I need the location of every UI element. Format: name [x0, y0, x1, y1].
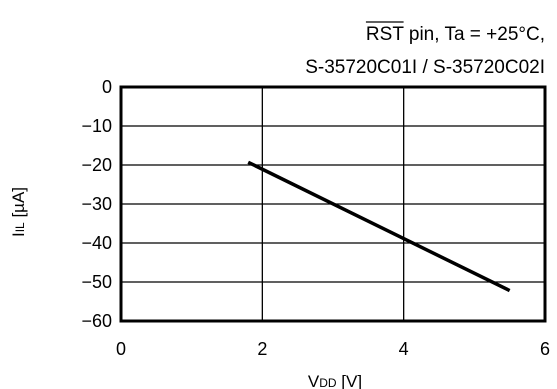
- y-tick-label: 0: [102, 77, 112, 97]
- chart-title-line1: RST pin, Ta = +25°C,: [366, 24, 545, 45]
- y-tick-labels: 0 −10 −20 −30 −40 −50 −60: [81, 77, 112, 331]
- series-group: [247, 160, 511, 293]
- title-signal: RST: [366, 24, 404, 45]
- y-tick-label: −20: [81, 155, 112, 175]
- plot-frame: [119, 85, 547, 323]
- chart-title-line2: S-35720C01I / S-35720C02I: [305, 57, 545, 78]
- y-tick-label: −40: [81, 233, 112, 253]
- x-tick-label: 2: [257, 339, 267, 359]
- y-axis-label-unit: [µA]: [9, 187, 28, 222]
- y-axis-label: IIL [µA]: [9, 187, 28, 237]
- y-axis-label-sub: IL: [13, 222, 27, 232]
- title-line1-rest: pin, Ta = +25°C,: [404, 24, 545, 45]
- y-tick-label: −30: [81, 194, 112, 214]
- x-axis-label: VDD [V]: [308, 372, 362, 389]
- y-axis-label-main: I: [9, 232, 28, 237]
- y-tick-label: −10: [81, 116, 112, 136]
- x-tick-label: 0: [116, 339, 126, 359]
- y-tick-label: −50: [81, 272, 112, 292]
- x-axis-label-unit: [V]: [337, 372, 363, 389]
- series-line: [247, 160, 511, 293]
- y-tick-label: −60: [81, 311, 112, 331]
- x-axis-label-main: V: [308, 372, 320, 389]
- x-tick-label: 6: [540, 339, 550, 359]
- x-tick-labels: 0 2 4 6: [116, 339, 550, 359]
- x-tick-label: 4: [399, 339, 409, 359]
- x-axis-label-sub: DD: [319, 376, 337, 389]
